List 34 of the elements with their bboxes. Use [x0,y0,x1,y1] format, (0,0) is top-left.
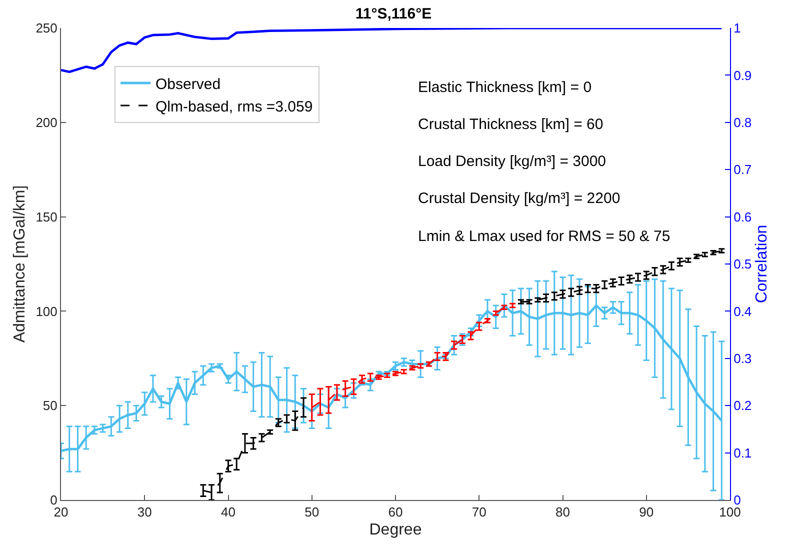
chart-title: 11°S,116°E [355,6,432,23]
y-tick-label: 200 [36,114,58,130]
annotation: Lmin & Lmax used for RMS = 50 & 75 [418,228,670,245]
x-tick-label: 40 [221,504,236,520]
y2-tick-label: 0.7 [734,162,752,178]
y2-tick-label: 0.1 [734,445,752,460]
y-axis-title: Admittance [mGal/km] [12,185,29,343]
line-series [61,28,723,74]
y-tick-label: 50 [42,398,58,414]
y2-axis-title: Correlation [753,224,770,304]
y-tick-label: 250 [36,20,58,36]
y2-tick-label: 0.5 [734,256,752,272]
annotation: Crustal Thickness [km] = 60 [418,116,604,133]
y-tick-label: 150 [36,209,58,224]
x-tick-label: 30 [137,504,152,520]
x-tick-label: 80 [556,504,570,520]
legend-label: Observed [156,76,221,93]
y2-tick-label: 0.8 [734,114,752,130]
y2-tick-label: 0.9 [734,68,752,83]
x-tick-label: 50 [304,504,320,520]
legend-label: Qlm-based, rms =3.059 [156,98,313,116]
y2-tick-label: 0.4 [734,304,752,319]
x-tick-label: 90 [639,504,654,520]
y2-tick-label: 0.2 [734,398,752,414]
y-tick-label: 100 [36,304,58,319]
y2-tick-label: 1 [734,20,741,36]
x-tick-label: 60 [388,504,403,520]
annotation: Load Density [kg/m³] = 3000 [418,153,606,170]
x-axis-title: Degree [369,521,422,538]
y2-tick-label: 0.3 [734,350,752,366]
annotation: Crustal Density [kg/m³] = 2200 [418,190,620,207]
annotation: Elastic Thickness [km] = 0 [418,79,592,96]
x-tick-label: 70 [472,504,486,520]
y2-tick-label: 0.6 [734,209,752,224]
